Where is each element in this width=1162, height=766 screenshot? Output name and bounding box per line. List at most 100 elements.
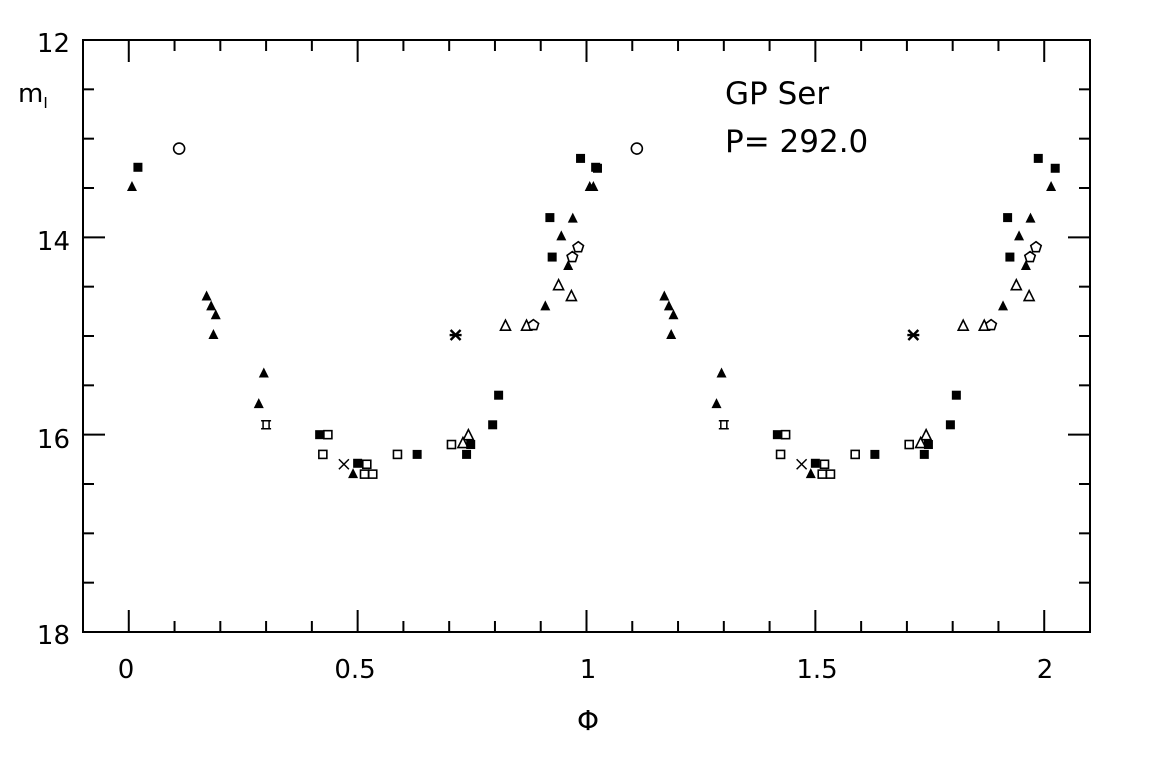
data-point-filled-triangle: [805, 468, 816, 479]
data-point-filled-triangle: [668, 309, 679, 320]
data-points: [126, 142, 1060, 479]
data-point-filled-triangle: [201, 290, 212, 301]
data-point-filled-triangle: [253, 398, 264, 409]
x-axis-label: Φ: [577, 704, 599, 737]
data-point-open-pentagon: [1023, 250, 1037, 263]
data-point-filled-square: [1003, 213, 1013, 223]
data-point-filled-square: [592, 163, 602, 173]
plot-frame: [82, 39, 1091, 633]
y-axis-label: mI: [18, 79, 48, 112]
data-point-filled-triangle: [588, 181, 599, 192]
data-point-open-square: [318, 449, 328, 460]
data-point-filled-square: [488, 420, 498, 430]
data-point-filled-square: [412, 449, 422, 459]
data-point-open-pentagon: [566, 250, 579, 263]
data-point-filled-square: [923, 440, 933, 450]
data-point-open-triangle: [462, 427, 475, 441]
data-point-filled-square: [466, 440, 476, 450]
y-axis-label-main: m: [18, 79, 43, 109]
y-tick-label: 16: [37, 425, 70, 455]
data-point-star-square: [718, 420, 729, 430]
x-tick-label: 0.5: [334, 655, 375, 685]
data-point-open-square: [825, 469, 836, 479]
data-point-open-pentagon: [527, 318, 540, 331]
data-point-filled-triangle: [348, 468, 359, 479]
data-point-filled-triangle: [1014, 230, 1025, 241]
data-point-filled-square: [133, 162, 143, 172]
data-point-filled-square: [772, 430, 782, 440]
data-point-filled-triangle: [1020, 259, 1031, 270]
x-tick-label: 1: [580, 655, 597, 685]
data-point-open-circle: [172, 142, 186, 155]
data-point-filled-triangle: [208, 329, 219, 340]
data-point-open-triangle: [919, 427, 933, 441]
data-point-open-square: [446, 439, 457, 450]
data-point-filled-triangle: [210, 309, 221, 320]
axis-ticks: [83, 39, 1090, 633]
data-point-filled-triangle: [567, 212, 578, 223]
data-point-filled-square: [1005, 252, 1015, 262]
data-point-filled-square: [494, 390, 504, 400]
data-point-open-square: [359, 469, 370, 479]
data-point-filled-square: [576, 153, 586, 163]
data-point-open-square: [850, 449, 860, 460]
data-point-open-triangle: [1010, 277, 1023, 291]
data-point-filled-triangle: [126, 181, 137, 192]
data-point-cross: [796, 458, 808, 470]
data-point-open-pentagon: [1029, 240, 1043, 253]
data-point-open-triangle: [914, 435, 927, 449]
data-point-filled-triangle: [998, 300, 1009, 311]
data-point-filled-triangle: [258, 367, 269, 378]
data-point-open-triangle: [1022, 288, 1036, 302]
data-point-filled-triangle: [711, 398, 722, 409]
data-point-filled-square: [315, 430, 325, 440]
data-point-asterisk: [449, 329, 462, 341]
data-point-filled-triangle: [1025, 212, 1036, 223]
x-tick-label: 0: [118, 655, 135, 685]
data-point-filled-square: [462, 449, 472, 459]
data-point-filled-triangle: [666, 329, 677, 340]
data-point-filled-triangle: [659, 290, 670, 301]
data-point-open-square: [361, 459, 372, 470]
data-point-filled-square: [545, 213, 555, 223]
y-tick-label: 12: [37, 29, 70, 59]
data-point-filled-square: [1033, 153, 1043, 163]
data-point-open-pentagon: [572, 240, 585, 253]
data-point-filled-square: [810, 458, 820, 468]
data-point-open-square: [367, 469, 378, 479]
data-point-open-triangle: [499, 318, 512, 331]
data-point-filled-triangle: [206, 300, 217, 311]
data-point-open-square: [780, 429, 791, 440]
y-tick-label: 14: [37, 227, 70, 257]
data-point-filled-square: [951, 390, 961, 400]
data-point-cross: [338, 458, 350, 470]
data-point-open-square: [775, 449, 786, 460]
data-point-filled-triangle: [1046, 181, 1057, 192]
x-tick-label: 1.5: [796, 655, 837, 685]
data-point-open-square: [819, 459, 830, 470]
data-point-open-triangle: [956, 318, 970, 331]
data-point-asterisk: [907, 329, 920, 341]
data-point-filled-square: [945, 420, 955, 430]
data-point-open-pentagon: [984, 318, 998, 331]
data-point-filled-triangle: [540, 300, 551, 311]
data-point-filled-triangle: [563, 259, 574, 270]
data-point-filled-triangle: [716, 367, 727, 378]
data-point-open-triangle: [552, 277, 565, 291]
data-point-filled-square: [547, 252, 557, 262]
data-point-open-triangle: [456, 435, 470, 449]
data-point-open-square: [323, 429, 333, 440]
data-point-filled-square: [870, 449, 880, 459]
data-point-filled-square: [919, 449, 929, 459]
data-point-open-circle: [630, 142, 644, 155]
y-tick-label: 18: [37, 621, 70, 651]
data-point-star-square: [261, 420, 272, 430]
data-point-filled-square: [353, 458, 363, 468]
data-point-open-square: [392, 449, 403, 460]
x-tick-label: 2: [1037, 655, 1054, 685]
data-point-open-square: [904, 439, 914, 450]
star-name-annotation: GP Ser: [725, 76, 829, 112]
y-axis-label-sub: I: [43, 94, 47, 112]
data-point-open-triangle: [565, 288, 578, 302]
